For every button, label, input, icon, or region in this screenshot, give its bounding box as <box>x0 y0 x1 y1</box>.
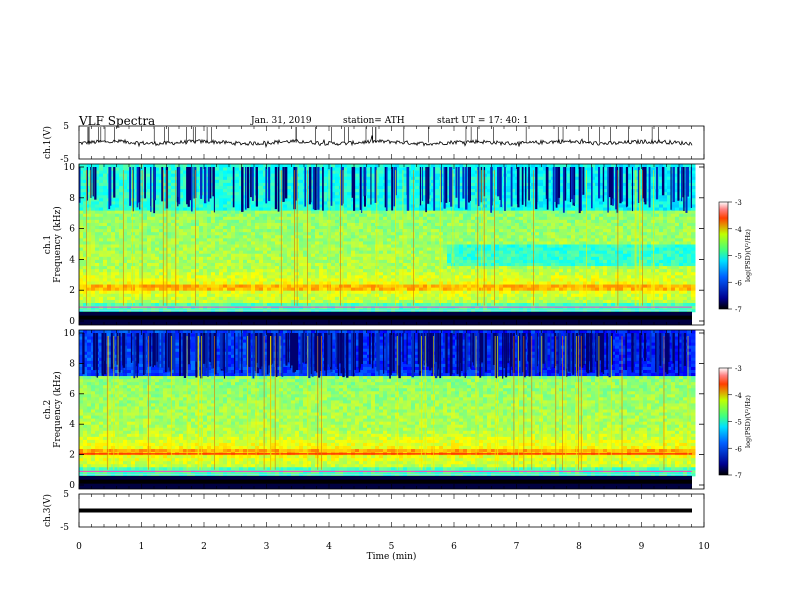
colorbar-tick-label: -5 <box>735 253 742 261</box>
y-axis-label: Frequency (kHz) <box>52 206 63 283</box>
colorbar-label: log(PSD)(V²/Hz) <box>744 395 752 448</box>
x-tick-label: 7 <box>514 542 520 552</box>
spectrogram-ch1 <box>79 164 696 325</box>
y-tick-label: 6 <box>69 225 75 235</box>
y-axis-label: Frequency (kHz) <box>52 371 63 448</box>
y-tick-label: 10 <box>64 163 76 173</box>
colorbar-tick-label: -6 <box>735 445 742 453</box>
colorbar-label: log(PSD)(V²/Hz) <box>744 229 752 282</box>
y-tick-label: 4 <box>69 255 75 265</box>
x-tick-label: 8 <box>576 542 582 552</box>
colorbar <box>719 202 728 309</box>
waveform-ch1 <box>79 135 692 146</box>
y-tick-label: 4 <box>69 420 75 430</box>
x-axis-label: Time (min) <box>367 551 417 562</box>
y-tick-label: 10 <box>64 329 76 339</box>
x-tick-label: 6 <box>451 542 457 552</box>
y-tick-label: 6 <box>69 390 75 400</box>
x-tick-label: 5 <box>389 542 395 552</box>
colorbar-tick-label: -3 <box>735 365 742 373</box>
y-axis-label: ch.1 <box>43 235 53 254</box>
colorbar-tick-label: -7 <box>735 306 742 314</box>
colorbar-tick-label: -7 <box>735 472 742 480</box>
y-tick-label: 8 <box>69 194 75 204</box>
x-tick-label: 0 <box>76 542 82 552</box>
colorbar-tick-label: -5 <box>735 419 742 427</box>
spectrogram-ch2 <box>79 330 696 489</box>
y-tick-label: -5 <box>60 523 69 533</box>
x-tick-label: 4 <box>326 542 332 552</box>
colorbar <box>719 368 728 475</box>
x-tick-label: 10 <box>698 542 710 552</box>
colorbar-tick-label: -4 <box>735 392 742 400</box>
y-tick-label: 8 <box>69 359 75 369</box>
y-axis-label: ch.2 <box>43 400 53 419</box>
y-tick-label: 2 <box>69 451 75 461</box>
x-tick-label: 3 <box>264 542 270 552</box>
x-tick-label: 9 <box>639 542 645 552</box>
vlf-spectra-figure: 5-5ch.1(V)0246810ch.1 Frequency (kHz)-3-4… <box>0 0 792 612</box>
y-tick-label: 5 <box>63 490 69 500</box>
colorbar-tick-label: -4 <box>735 226 742 234</box>
colorbar-tick-label: -6 <box>735 279 742 287</box>
y-tick-label: 5 <box>63 122 69 132</box>
y-axis-label: ch.3(V) <box>42 494 53 527</box>
x-tick-label: 1 <box>139 542 145 552</box>
waveform-ch3 <box>79 509 692 513</box>
y-tick-label: 0 <box>69 317 75 327</box>
y-tick-label: 2 <box>69 286 75 296</box>
y-tick-label: 0 <box>69 481 75 491</box>
colorbar-tick-label: -3 <box>735 199 742 207</box>
y-axis-label: ch.1(V) <box>42 126 53 159</box>
x-tick-label: 2 <box>201 542 207 552</box>
